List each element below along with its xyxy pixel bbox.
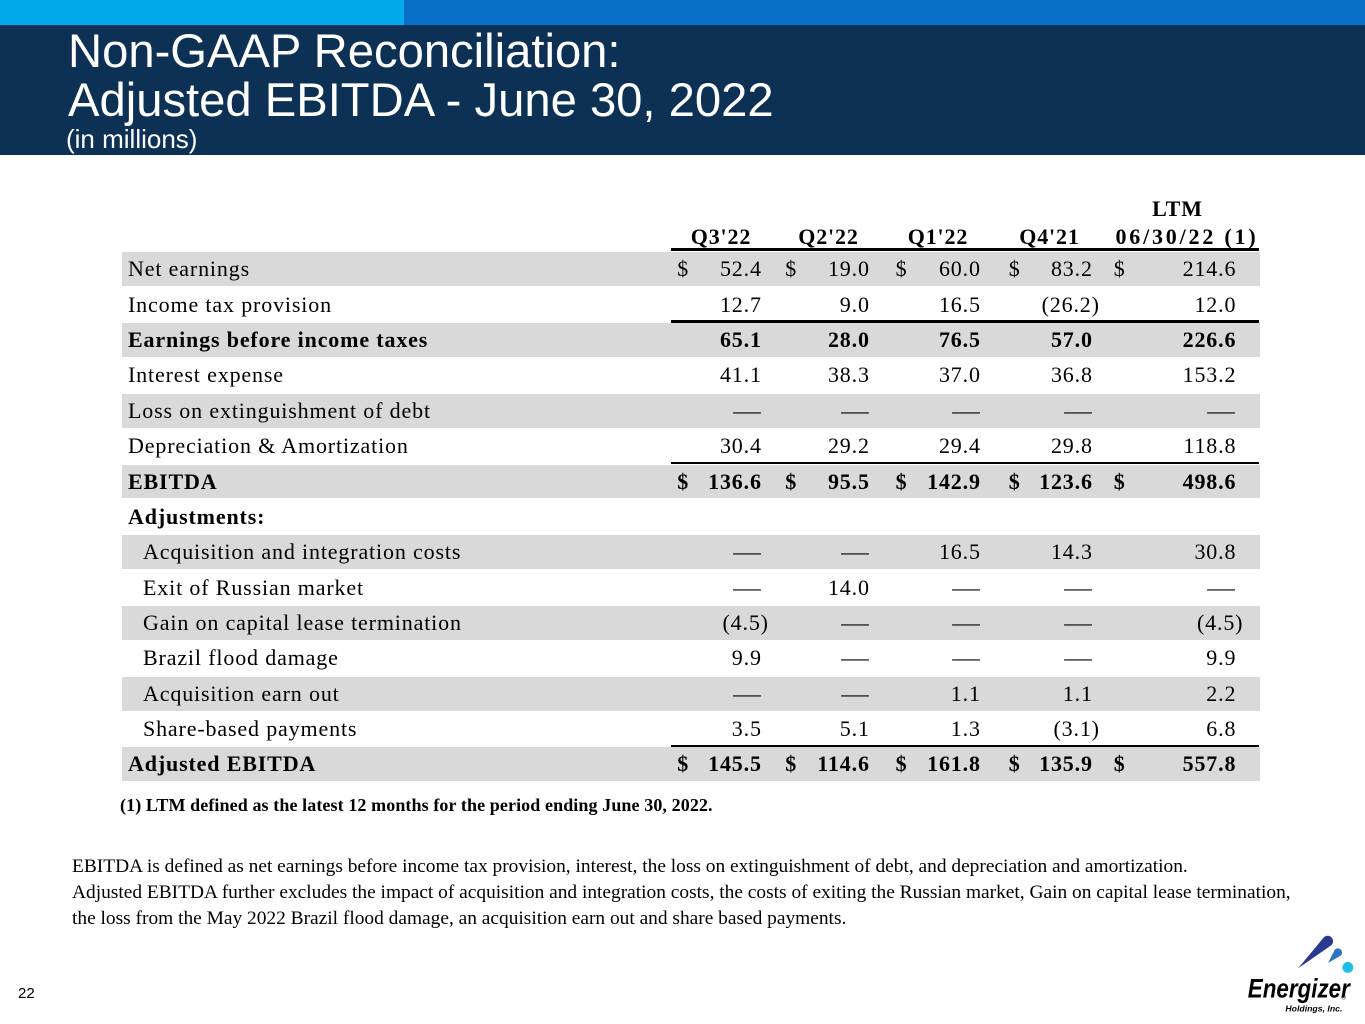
svg-text:Energizer: Energizer	[1248, 974, 1351, 1004]
svg-text:®: ®	[1341, 995, 1346, 1002]
svg-text:Holdings, Inc.: Holdings, Inc.	[1285, 1004, 1342, 1014]
